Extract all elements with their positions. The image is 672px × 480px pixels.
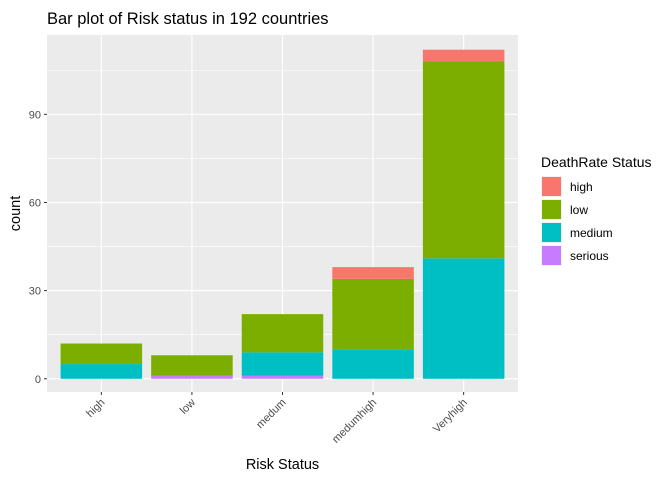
bar-low-serious (151, 375, 233, 379)
bar-medumhigh-medium (332, 349, 414, 379)
bar-stacks (60, 49, 505, 379)
legend-swatch-high (542, 177, 561, 196)
legend-swatch-medium (542, 223, 561, 242)
x-tick-label: high (84, 397, 107, 420)
bar-high-medium (60, 364, 143, 379)
bar-Veryhigh-medium (422, 258, 505, 379)
chart-title: Bar plot of Risk status in 192 countries (47, 10, 329, 28)
x-tick-label: Veryhigh (431, 397, 470, 436)
y-tick-label: 90 (29, 109, 41, 121)
bar-medum-medium (241, 352, 324, 376)
legend: DeathRate Status high low medium serious (541, 154, 652, 266)
legend-label-medium: medium (570, 226, 613, 240)
bar-Veryhigh-low (422, 61, 505, 259)
bar-low-low (151, 355, 233, 376)
legend-title: DeathRate Status (541, 154, 652, 170)
legend-label-low: low (570, 203, 588, 217)
x-axis: high low medum medumhigh Veryhigh (84, 392, 470, 446)
x-tick-label: medum (254, 397, 288, 431)
legend-label-high: high (570, 180, 593, 194)
x-tick-label: medumhigh (330, 397, 379, 446)
y-tick-label: 30 (29, 286, 41, 298)
bar-medum-serious (241, 375, 324, 379)
x-axis-title: Risk Status (246, 457, 319, 473)
y-tick-label: 60 (29, 197, 41, 209)
bar-medum-low (241, 314, 324, 353)
y-axis-title: count (8, 196, 24, 231)
legend-swatch-low (542, 200, 561, 219)
bar-medumhigh-high (332, 267, 414, 279)
legend-label-serious: serious (570, 249, 609, 263)
y-tick-label: 0 (35, 374, 41, 386)
legend-swatch-serious (542, 246, 561, 265)
bar-high-low (60, 343, 143, 365)
y-axis: 0 30 60 90 (29, 109, 47, 386)
x-tick-label: low (178, 397, 198, 417)
bar-medumhigh-low (332, 278, 414, 350)
bar-Veryhigh-high (422, 49, 505, 62)
